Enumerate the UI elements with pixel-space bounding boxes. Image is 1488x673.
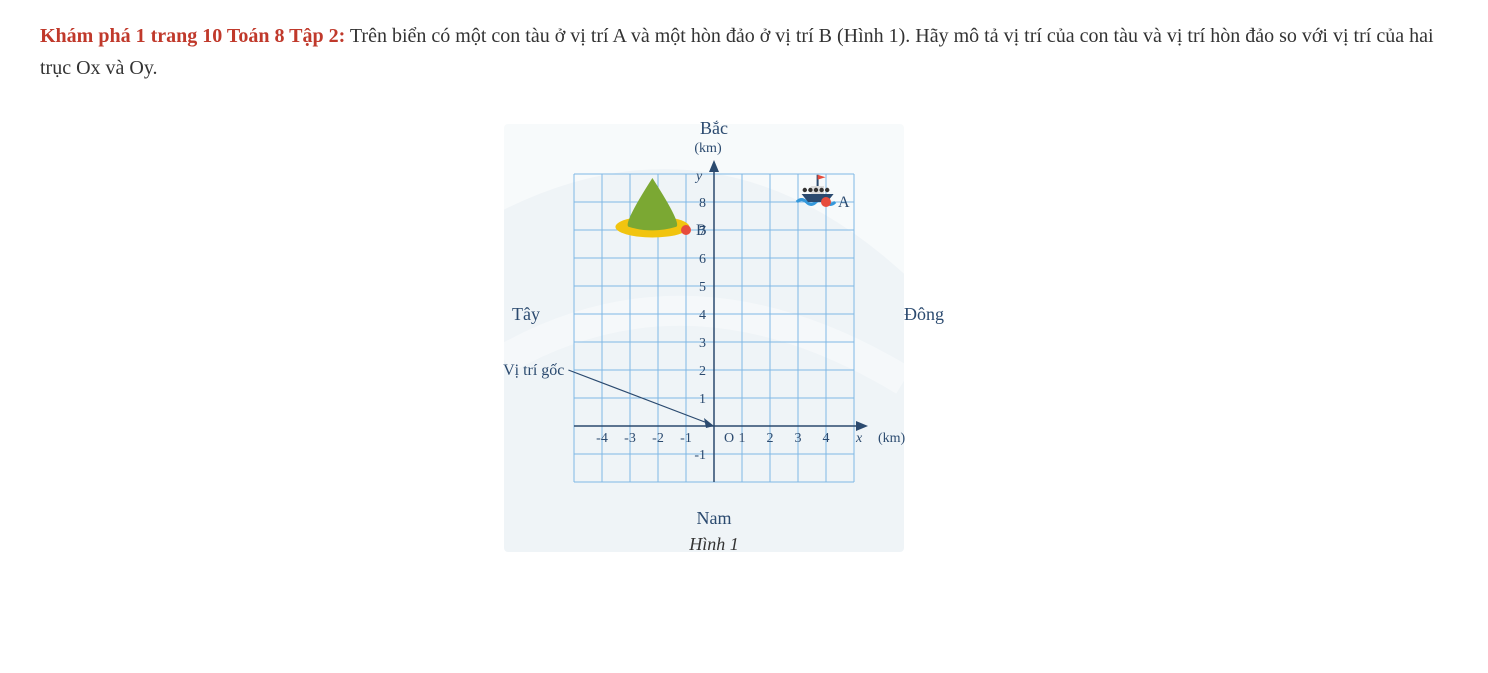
x-tick-label: 2 [767,431,774,446]
origin-annotation: Vị trí gốc [503,362,564,379]
x-tick-label: 3 [795,431,802,446]
compass-south: Nam [697,508,732,528]
coordinate-plane-figure: -4-3-2-11234-112345678Oxy(km)(km)BắcNamĐ… [484,114,1004,584]
point-B [681,225,691,235]
origin-label: O [724,431,734,446]
problem-paragraph: Khám phá 1 trang 10 Toán 8 Tập 2: Trên b… [40,20,1440,84]
compass-west: Tây [512,304,540,324]
x-tick-label: 1 [739,431,746,446]
problem-title: Khám phá 1 trang 10 Toán 8 Tập 2: [40,25,345,47]
compass-north: Bắc [700,118,728,138]
x-unit-label: (km) [878,431,906,446]
x-tick-label: -3 [624,431,636,446]
y-tick-label: 4 [699,308,706,323]
x-tick-label: -4 [596,431,608,446]
figure-caption: Hình 1 [688,534,739,554]
x-tick-label: -2 [652,431,664,446]
compass-east: Đông [904,304,944,324]
y-tick-label: 1 [699,392,706,407]
y-tick-label: 6 [699,252,706,267]
y-axis-label: y [694,169,703,184]
x-tick-label: 4 [823,431,830,446]
figure-container: -4-3-2-11234-112345678Oxy(km)(km)BắcNamĐ… [484,114,1004,594]
x-axis-label: x [855,431,863,446]
y-tick-label: -1 [694,448,706,463]
point-A [821,197,831,207]
y-tick-label: 8 [699,196,706,211]
y-tick-label: 2 [699,364,706,379]
y-tick-label: 5 [699,280,706,295]
point-label-A: A [838,194,850,211]
y-tick-label: 3 [699,336,706,351]
x-tick-label: -1 [680,431,692,446]
point-label-B: B [696,222,707,239]
y-unit-label: (km) [694,141,722,156]
